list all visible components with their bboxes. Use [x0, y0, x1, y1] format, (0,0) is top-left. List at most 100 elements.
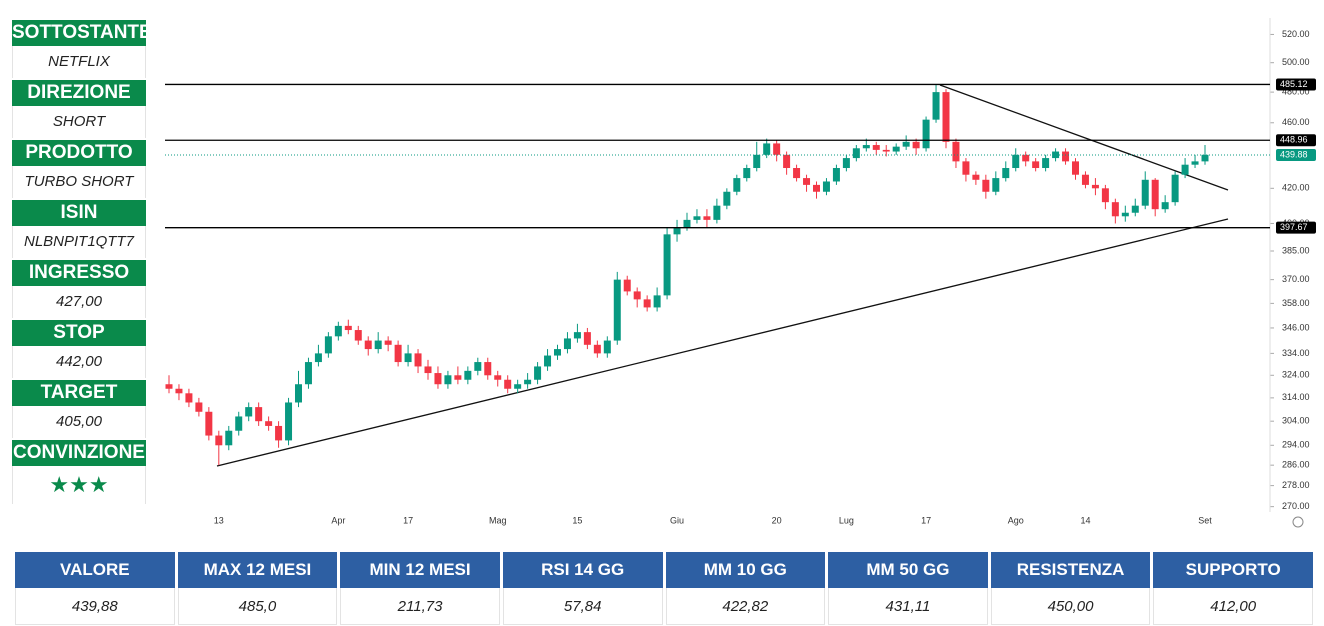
sidebar-value: TURBO SHORT	[12, 166, 146, 198]
candle-body	[623, 279, 631, 292]
summary-table: VALORE MAX 12 MESI MIN 12 MESI RSI 14 GG MM …	[12, 552, 1316, 625]
settings-icon[interactable]	[1292, 516, 1304, 528]
candle-body	[464, 370, 472, 380]
candle-body	[813, 184, 820, 192]
plot-area	[160, 18, 1272, 514]
candle-body	[304, 362, 312, 385]
candle-body	[384, 340, 392, 345]
candle-body	[613, 279, 621, 341]
y-tick-label: 370.00	[1282, 274, 1310, 284]
candle-body	[743, 168, 751, 179]
sidebar-value: ★★★	[12, 466, 146, 504]
candle-body	[1022, 154, 1030, 162]
candle-body	[215, 435, 223, 446]
sidebar: SOTTOSTANTE NETFLIX DIREZIONE SHORT PRODOTTO…	[12, 18, 152, 504]
candle-body	[882, 149, 890, 152]
x-tick-label: 15	[572, 515, 582, 525]
candle-body	[275, 425, 283, 441]
table-value: 450,00	[990, 588, 1151, 625]
y-tick-label: 420.00	[1282, 183, 1310, 193]
x-tick-label: Set	[1198, 515, 1212, 525]
header-row: VALORE MAX 12 MESI MIN 12 MESI RSI 14 GG MM …	[15, 552, 1313, 588]
candle-body	[1191, 161, 1199, 165]
candle-body	[563, 338, 571, 350]
candle-body	[1201, 154, 1209, 162]
y-tick-label: 286.00	[1282, 460, 1310, 470]
table-header: RESISTENZA	[990, 552, 1151, 588]
price-tag	[1276, 148, 1316, 161]
table-value: 422,82	[665, 588, 826, 625]
y-tick-label: 500.00	[1282, 57, 1310, 67]
candle-body	[185, 393, 193, 403]
candle-body	[922, 119, 930, 149]
sidebar-label: TARGET	[12, 380, 146, 406]
y-tick-label: 314.00	[1282, 392, 1310, 402]
candle-body	[633, 291, 641, 300]
candle-body	[1002, 168, 1010, 179]
y-tick-label: 358.00	[1282, 298, 1310, 308]
candle-body	[1062, 151, 1070, 162]
chart: 270.00 278.00 286.00 294.00 304.00 314.00 324.…	[160, 18, 1316, 528]
y-tick-label: 460.00	[1282, 117, 1310, 127]
candle-body	[504, 379, 512, 389]
x-tick-label: 17	[921, 515, 931, 525]
sidebar-value: SHORT	[12, 106, 146, 138]
y-tick-label: 334.00	[1282, 348, 1310, 358]
candle-body	[852, 148, 860, 159]
candle-body	[1101, 188, 1109, 203]
candle-body	[344, 325, 352, 331]
sidebar-label: CONVINZIONE	[12, 440, 146, 466]
candle-body	[603, 340, 611, 354]
candle-body	[573, 332, 581, 339]
candle-body	[683, 219, 691, 228]
candle-body	[1032, 161, 1040, 169]
y-tick-label: 324.00	[1282, 370, 1310, 380]
x-tick-label: Apr	[331, 515, 345, 525]
x-tick-label: 13	[214, 515, 224, 525]
candle-body	[374, 340, 382, 350]
candle-body	[255, 407, 263, 422]
trend-line	[939, 84, 1229, 191]
table-header: MM 10 GG	[665, 552, 826, 588]
candle-body	[902, 141, 910, 147]
candle-body	[723, 191, 731, 206]
sidebar-value: 405,00	[12, 406, 146, 438]
candle-body	[872, 145, 880, 150]
y-tick-label: 520.00	[1282, 29, 1310, 39]
sidebar-value: 427,00	[12, 286, 146, 318]
price-tag	[1276, 221, 1316, 234]
candle-body	[414, 353, 422, 367]
candle-body	[1181, 164, 1189, 175]
candle-body	[663, 234, 671, 296]
candle-body	[544, 355, 552, 367]
candle-body	[992, 178, 1000, 192]
candle-body	[1081, 174, 1089, 185]
y-tick-label: 346.00	[1282, 322, 1310, 332]
trend-line	[216, 218, 1229, 467]
candle-body	[534, 366, 542, 380]
table-header: RSI 14 GG	[502, 552, 663, 588]
candle-body	[972, 174, 980, 180]
candle-body	[593, 344, 601, 354]
y-tick-label: 270.00	[1282, 501, 1310, 511]
candle-body	[225, 430, 233, 446]
candle-body	[195, 402, 203, 412]
candle-body	[583, 332, 591, 345]
price-tag	[1276, 134, 1316, 147]
candle-body	[703, 216, 711, 220]
price-tag-label: 439.88	[1280, 149, 1308, 159]
candle-body	[524, 379, 532, 385]
candle-body	[554, 349, 561, 356]
table-header: MM 50 GG	[828, 552, 988, 588]
candle-body	[982, 179, 990, 192]
candle-body	[285, 402, 293, 441]
x-tick-label: Giu	[670, 515, 684, 525]
sidebar-label: PRODOTTO	[12, 140, 146, 166]
candle-body	[205, 411, 213, 436]
sidebar-label: ISIN	[12, 200, 146, 226]
candle-body	[952, 141, 960, 162]
candle-body	[793, 168, 801, 179]
table-value: 57,84	[502, 588, 663, 625]
x-tick-label: 20	[772, 515, 782, 525]
